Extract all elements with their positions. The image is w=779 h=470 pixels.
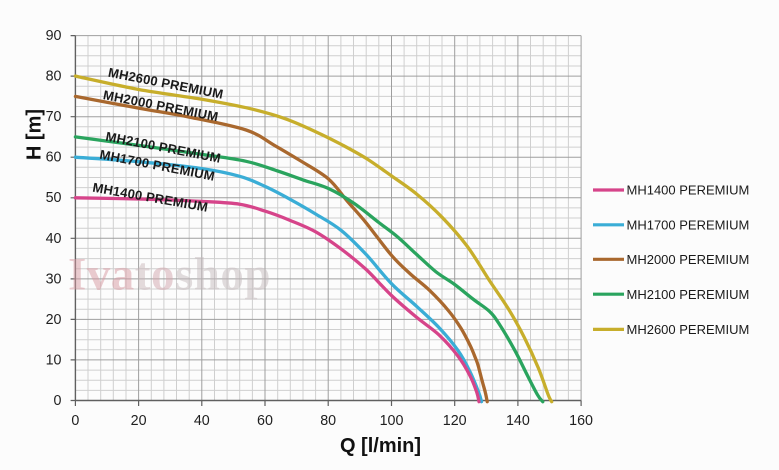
svg-text:160: 160 (569, 413, 593, 429)
svg-text:80: 80 (320, 413, 336, 429)
svg-text:20: 20 (131, 413, 147, 429)
svg-text:MH1400 PEREMIUM: MH1400 PEREMIUM (627, 183, 750, 198)
svg-text:0: 0 (71, 413, 79, 429)
svg-text:60: 60 (46, 150, 62, 166)
svg-text:MH2000 PEREMIUM: MH2000 PEREMIUM (627, 252, 750, 267)
svg-text:10: 10 (46, 352, 62, 368)
svg-text:40: 40 (194, 413, 210, 429)
svg-text:60: 60 (257, 413, 273, 429)
svg-text:70: 70 (46, 109, 62, 125)
svg-text:80: 80 (46, 69, 62, 85)
svg-text:MH2600 PEREMIUM: MH2600 PEREMIUM (627, 322, 750, 337)
svg-text:40: 40 (46, 231, 62, 247)
svg-text:90: 90 (46, 28, 62, 44)
svg-text:120: 120 (443, 413, 467, 429)
svg-text:20: 20 (46, 312, 62, 328)
svg-text:50: 50 (46, 190, 62, 206)
svg-text:H [m]: H [m] (24, 109, 46, 160)
svg-text:100: 100 (380, 413, 404, 429)
svg-text:Q [l/min]: Q [l/min] (340, 435, 421, 457)
svg-text:0: 0 (54, 393, 62, 409)
svg-text:140: 140 (506, 413, 530, 429)
svg-text:MH1700 PEREMIUM: MH1700 PEREMIUM (627, 218, 750, 233)
svg-text:Ivatoshop: Ivatoshop (68, 249, 271, 301)
svg-text:30: 30 (46, 271, 62, 287)
svg-text:MH2100 PEREMIUM: MH2100 PEREMIUM (627, 287, 750, 302)
